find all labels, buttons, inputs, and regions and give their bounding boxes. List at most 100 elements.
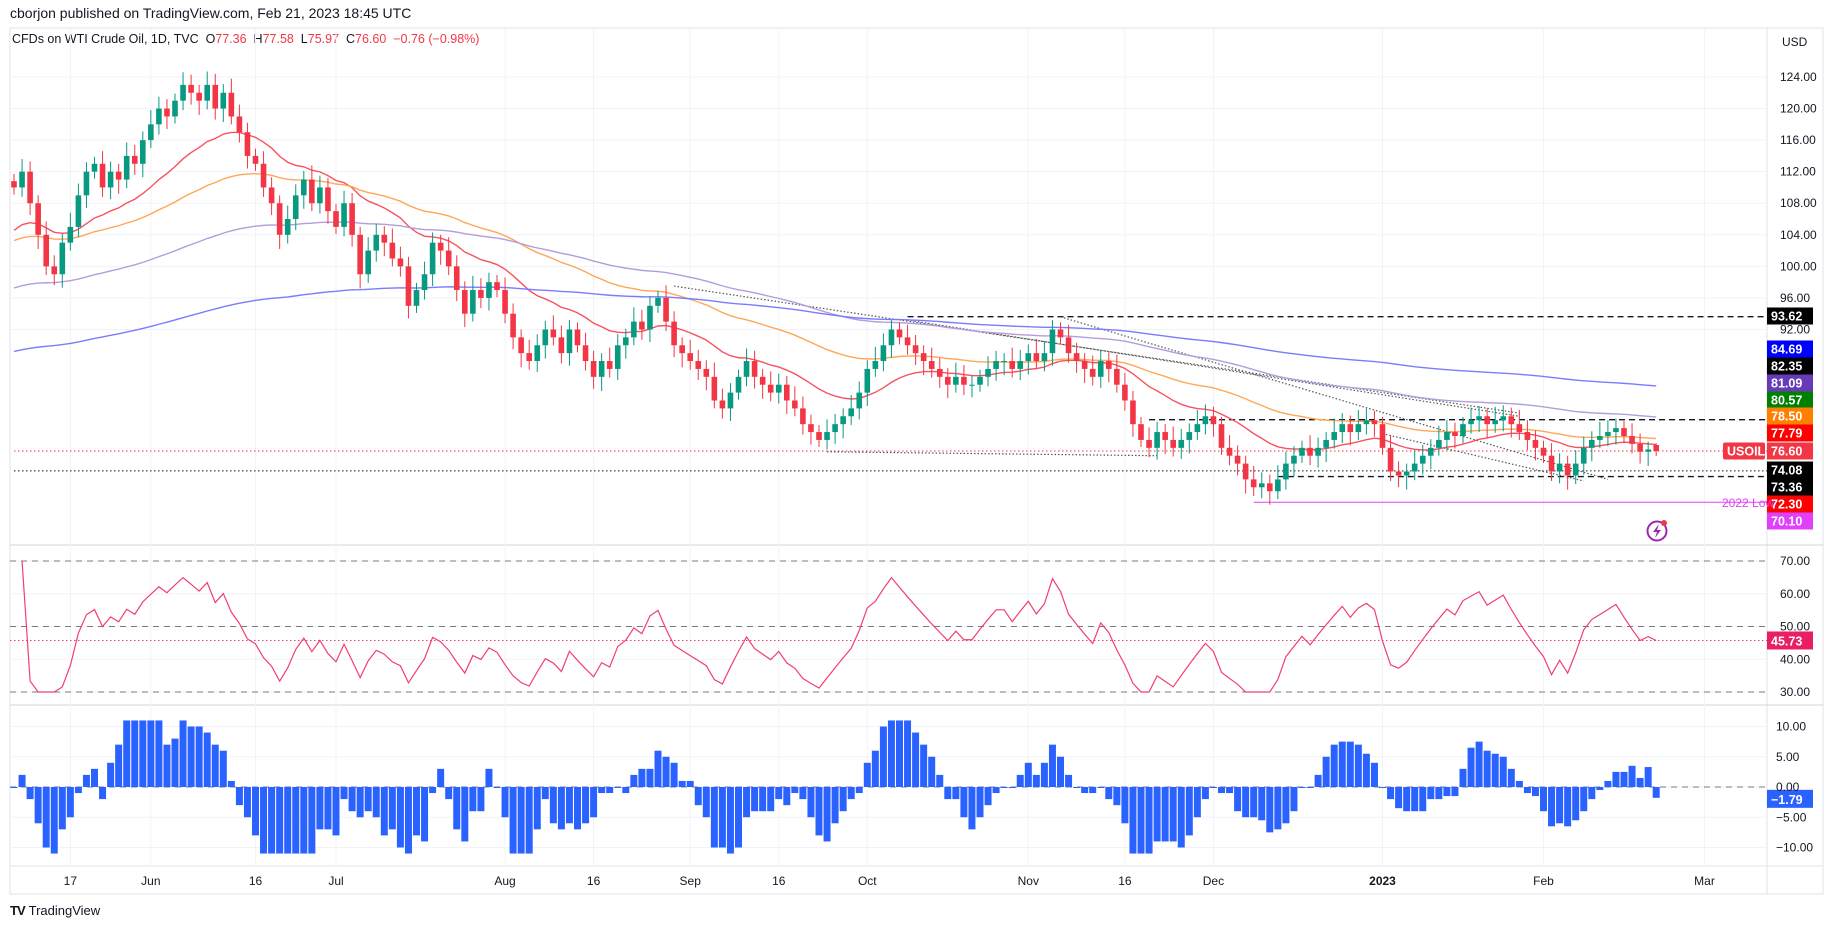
hist-bar bbox=[203, 732, 211, 787]
candle-body bbox=[1323, 439, 1329, 448]
candle-body bbox=[639, 321, 645, 330]
hist-bar bbox=[187, 726, 195, 787]
candle-body bbox=[309, 179, 315, 204]
candle-body bbox=[1540, 447, 1547, 456]
candle-body bbox=[832, 424, 838, 433]
price-label-badge bbox=[1767, 424, 1813, 442]
hist-bar bbox=[99, 787, 107, 800]
price-label: 82.35 bbox=[1771, 360, 1802, 374]
time-tick-label: 2023 bbox=[1369, 874, 1396, 888]
candle-body bbox=[1403, 471, 1410, 476]
horizontal-levels bbox=[14, 316, 1767, 503]
hist-bar bbox=[565, 787, 573, 824]
hist-bar bbox=[863, 762, 871, 787]
hist-bar bbox=[1379, 787, 1386, 788]
hist-bar bbox=[372, 787, 380, 818]
candle-body bbox=[848, 408, 854, 417]
candle-body bbox=[83, 171, 90, 196]
price-label: 72.30 bbox=[1771, 498, 1802, 512]
price-label-badge bbox=[1767, 442, 1813, 460]
rsi-tick-label: 40.00 bbox=[1780, 652, 1810, 666]
hist-bar bbox=[332, 787, 340, 836]
price-tick-label: 112.00 bbox=[1780, 165, 1816, 179]
candle-body bbox=[220, 92, 227, 109]
hist-bar bbox=[702, 787, 710, 818]
hist-bar bbox=[1185, 787, 1193, 836]
histogram-pane: −1.79 bbox=[10, 720, 1813, 854]
candle-body bbox=[695, 361, 702, 369]
hist-bar bbox=[968, 787, 976, 830]
candle-body bbox=[317, 187, 323, 204]
candle-body bbox=[502, 290, 508, 314]
candle-body bbox=[365, 250, 371, 275]
candle-body bbox=[445, 250, 452, 267]
hist-bar bbox=[1218, 787, 1225, 794]
hist-bar bbox=[107, 762, 115, 787]
time-tick-label: Sep bbox=[680, 874, 702, 888]
hist-bar bbox=[1016, 774, 1024, 787]
hist-bar bbox=[139, 720, 147, 787]
hist-bar bbox=[823, 787, 831, 842]
candle-body bbox=[1283, 463, 1289, 480]
symbol-name[interactable]: CFDs on WTI Crude Oil, 1D, TVC bbox=[12, 32, 199, 46]
candle-body bbox=[180, 84, 186, 101]
hist-bar bbox=[751, 787, 759, 812]
candle-body bbox=[284, 219, 291, 235]
hist-bar bbox=[1209, 787, 1217, 788]
hist-bar bbox=[1330, 744, 1338, 787]
hist-bar bbox=[944, 787, 952, 800]
candle-body bbox=[131, 155, 138, 164]
candle-body bbox=[759, 376, 766, 385]
hist-bar bbox=[1362, 753, 1370, 787]
candle-body bbox=[1275, 479, 1281, 492]
hist-bar bbox=[1580, 787, 1588, 812]
candle-body bbox=[1524, 432, 1531, 440]
hist-bar bbox=[1073, 787, 1081, 788]
hist-bar bbox=[960, 787, 968, 818]
candle-body bbox=[566, 329, 573, 354]
tradingview-logo-text: TradingView bbox=[28, 903, 101, 918]
candle-body bbox=[1122, 384, 1128, 401]
hist-bar bbox=[324, 787, 332, 830]
candle-body bbox=[453, 266, 460, 291]
hist-bar bbox=[710, 787, 718, 848]
tradingview-logo[interactable]: TV TradingView bbox=[10, 903, 100, 918]
candle-body bbox=[1629, 435, 1635, 444]
candle-body bbox=[1428, 447, 1434, 456]
hist-bar bbox=[1612, 771, 1620, 787]
hist-bar bbox=[694, 787, 702, 806]
price-label-badge bbox=[1767, 307, 1813, 325]
lightning-icon[interactable] bbox=[1646, 520, 1668, 542]
candle-body bbox=[743, 361, 750, 377]
price-label: 73.36 bbox=[1771, 481, 1802, 495]
candle-body bbox=[1307, 447, 1313, 456]
hist-bar bbox=[1298, 787, 1306, 788]
hist-bar bbox=[356, 787, 364, 818]
hist-bar bbox=[50, 787, 58, 854]
candle-body bbox=[123, 155, 130, 180]
candle-body bbox=[912, 345, 919, 354]
candle-body bbox=[1476, 416, 1482, 421]
hist-bar bbox=[912, 732, 920, 787]
publish-info: cborjon published on TradingView.com, Fe… bbox=[10, 5, 412, 21]
candle-body bbox=[1645, 449, 1651, 452]
candle-body bbox=[824, 432, 830, 440]
candle-body bbox=[1331, 432, 1337, 440]
hist-bar bbox=[686, 780, 694, 787]
candle-body bbox=[751, 361, 758, 377]
candle-body bbox=[856, 392, 863, 409]
hist-bar bbox=[1459, 768, 1467, 787]
candle-body bbox=[896, 329, 903, 338]
hist-bar bbox=[1564, 787, 1572, 827]
candle-body bbox=[904, 337, 911, 346]
candle-body bbox=[1097, 361, 1104, 377]
candle-body bbox=[397, 258, 404, 267]
hist-bar bbox=[421, 787, 429, 842]
candle-body bbox=[301, 179, 307, 196]
candle-body bbox=[59, 242, 66, 275]
candle-body bbox=[687, 353, 693, 362]
candle-body bbox=[1637, 443, 1643, 452]
hist-bar bbox=[18, 774, 26, 787]
rsi-pane: 45.73 bbox=[10, 560, 1813, 693]
